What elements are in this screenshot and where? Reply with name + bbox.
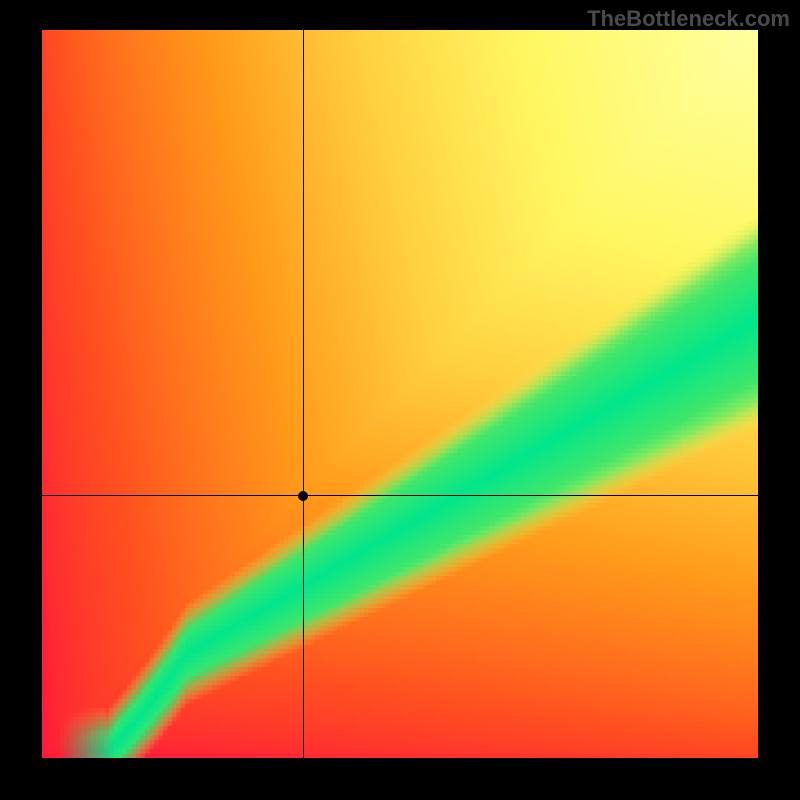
chart-root: TheBottleneck.com	[0, 0, 800, 800]
plot-border-right	[758, 27, 761, 761]
bottleneck-heatmap	[42, 30, 758, 758]
plot-border-left	[39, 27, 42, 761]
crosshair-vertical	[303, 30, 304, 758]
plot-border-bottom	[39, 758, 761, 761]
crosshair-horizontal	[42, 495, 758, 496]
plot-border-top	[39, 27, 761, 30]
